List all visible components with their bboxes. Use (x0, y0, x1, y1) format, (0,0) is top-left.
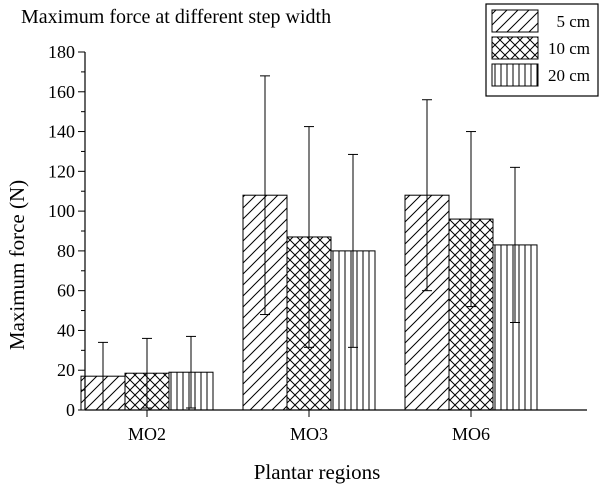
y-tick-label-80: 80 (57, 241, 75, 261)
legend-label-20cm: 20 cm (548, 66, 590, 85)
x-tick-label-mo6: MO6 (452, 424, 490, 444)
y-tick-label-120: 120 (48, 161, 75, 181)
legend-swatch-10cm (491, 36, 539, 60)
y-tick-label-140: 140 (48, 122, 75, 142)
y-tick-label-0: 0 (66, 400, 75, 420)
y-tick-label-20: 20 (57, 360, 75, 380)
y-tick-label-40: 40 (57, 320, 75, 340)
error-bars-layer (98, 75, 520, 411)
legend-swatch-20cm (491, 63, 539, 87)
y-tick-label-180: 180 (48, 42, 75, 62)
y-axis-title: Maximum force (N) (5, 180, 29, 350)
x-tick-label-mo2: MO2 (128, 424, 166, 444)
chart-title: Maximum force at different step width (21, 6, 331, 28)
legend-label-5cm: 5 cm (556, 12, 590, 31)
x-tick-label-mo3: MO3 (290, 424, 328, 444)
legend: 5 cm 10 cm 20 cm (485, 3, 599, 97)
x-axis-title: Plantar regions (254, 460, 381, 484)
y-tick-label-160: 160 (48, 82, 75, 102)
legend-label-10cm: 10 cm (548, 39, 590, 58)
y-tick-label-60: 60 (57, 281, 75, 301)
y-tick-label-100: 100 (48, 201, 75, 221)
axes-layer: MO2 MO3 MO6 0 20 40 60 80 100 120 140 160 180 (48, 42, 587, 444)
legend-swatch-5cm (491, 9, 539, 33)
